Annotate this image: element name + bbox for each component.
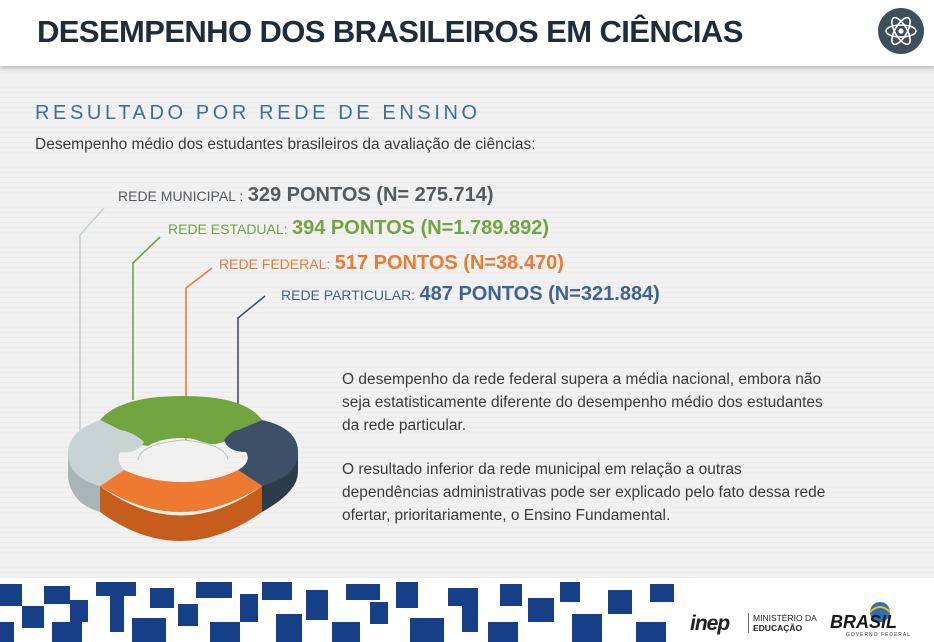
section-heading: RESULTADO POR REDE DE ENSINO [35, 102, 481, 124]
network-row-estadual: REDE ESTADUAL: 394 PONTOS (N=1.789.892) [168, 217, 549, 240]
paragraph-federal: O desempenho da rede federal supera a mé… [342, 371, 823, 434]
network-label: REDE ESTADUAL: [168, 221, 288, 237]
donut-hole [138, 440, 228, 480]
header-bar: DESEMPENHO DOS BRASILEIROS EM CIÊNCIAS [0, 0, 934, 66]
footer-bar [0, 578, 934, 642]
donut-piece-particular [224, 420, 298, 486]
network-value: 394 PONTOS (N=1.789.892) [292, 217, 549, 239]
atom-icon [878, 8, 924, 54]
network-label: REDE MUNICIPAL : [118, 188, 244, 204]
leader-line-municipal [79, 207, 105, 430]
leader-line-particular [237, 295, 266, 418]
network-value: 517 PONTOS (N=38.470) [334, 252, 564, 274]
brasil-logo-sub: GOVERNO FEDERAL [846, 632, 911, 638]
network-label: REDE FEDERAL: [219, 256, 331, 272]
network-row-municipal: REDE MUNICIPAL : 329 PONTOS (N= 275.714) [118, 184, 494, 207]
section-subtitle: Desempenho médio dos estudantes brasilei… [35, 136, 536, 153]
content-area [0, 66, 934, 578]
mec-logo: MINISTÉRIO DA EDUCAÇÃO [748, 613, 817, 633]
mec-line-2: EDUCAÇÃO [753, 623, 803, 633]
network-value: 487 PONTOS (N=321.884) [419, 283, 660, 305]
network-label: REDE PARTICULAR: [281, 287, 416, 303]
donut-side-particular [262, 446, 298, 512]
network-row-federal: REDE FEDERAL: 517 PONTOS (N=38.470) [219, 252, 564, 275]
inep-logo: inep [690, 612, 730, 635]
donut-piece-federal [100, 470, 262, 512]
brasil-logo-word: BRASIL [830, 612, 897, 632]
paragraph-municipal: O resultado inferior da rede municipal e… [342, 461, 826, 524]
brasil-governo-federal-logo: BRASIL GOVERNO FEDERAL [830, 602, 911, 638]
network-row-particular: REDE PARTICULAR: 487 PONTOS (N=321.884) [281, 283, 660, 306]
donut-side-municipal [68, 452, 100, 512]
donut-side-federal [100, 486, 262, 541]
leader-line-estadual [132, 236, 161, 400]
network-value: 329 PONTOS (N= 275.714) [247, 184, 494, 206]
donut-piece-estadual [100, 396, 262, 446]
page-title: DESEMPENHO DOS BRASILEIROS EM CIÊNCIAS [37, 14, 743, 49]
footer-pattern [0, 582, 674, 642]
mec-line-1: MINISTÉRIO DA [753, 613, 817, 623]
donut-piece-municipal [67, 420, 144, 486]
